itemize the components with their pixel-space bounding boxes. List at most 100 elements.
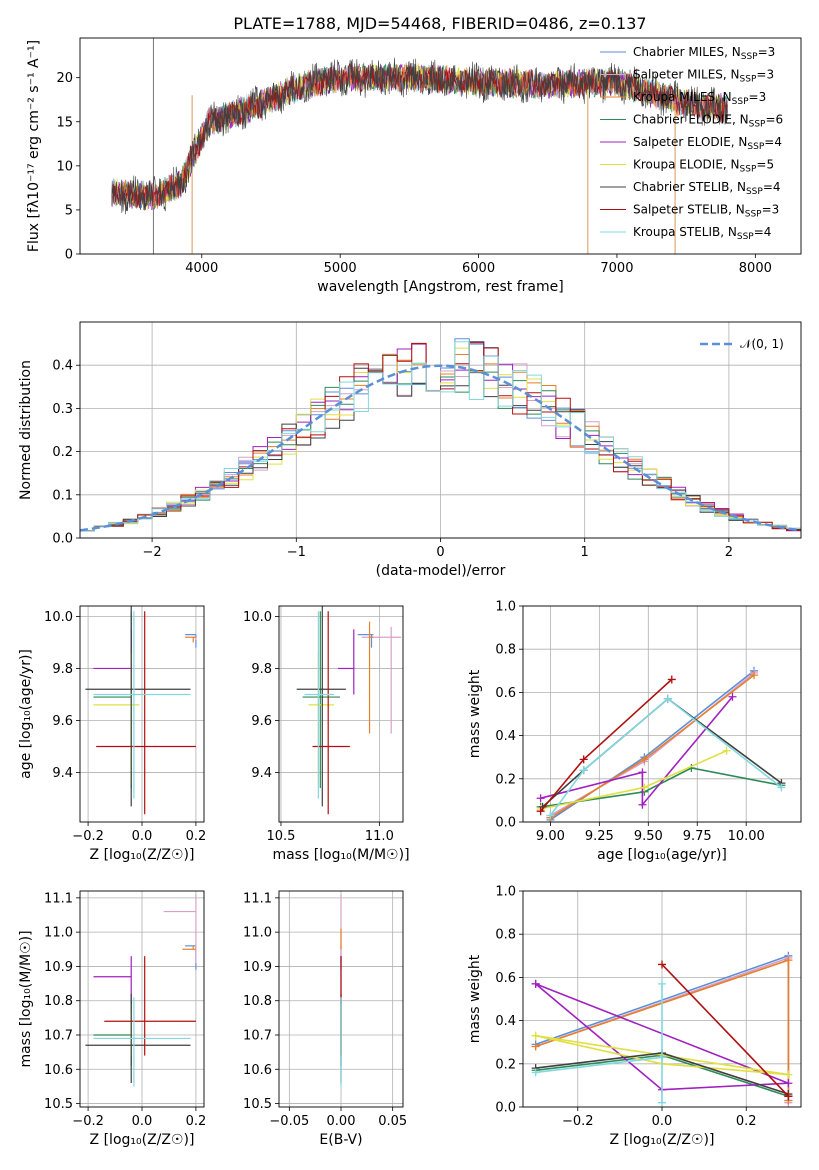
x-axis-label: (data-model)/error — [376, 563, 506, 579]
y-axis-label: Normed distribution — [18, 360, 34, 500]
panel-residuals: −2 −1 0 1 2 0.0 0.1 0.2 0.3 0.4 (data-model)/error… — [18, 321, 802, 579]
weight-marker — [663, 694, 672, 703]
weight-series — [540, 749, 727, 810]
weight-marker — [638, 800, 647, 809]
weight-marker — [638, 768, 647, 777]
legend-label: Kroupa STELIB, NSSP=4 — [633, 225, 771, 242]
panel-age_vs_mass: 10.5 11.0 9.4 9.6 9.8 10.0 mass [log₁₀(M/M☉)] — [243, 605, 410, 863]
plot-area — [85, 606, 197, 815]
x-tick-label: −0.2 — [562, 1114, 594, 1129]
x-tick-label: 9.50 — [634, 829, 663, 844]
x-axis-label: mass [log₁₀(M/M☉)] — [272, 847, 409, 863]
y-tick-label: 0.4 — [52, 359, 73, 374]
y-tick-label: 0.2 — [52, 445, 73, 460]
y-tick-label: 9.6 — [52, 714, 73, 729]
axes-frame — [522, 890, 802, 1108]
y-tick-label: 0.8 — [495, 643, 516, 658]
x-tick-label: −0.2 — [72, 1114, 104, 1129]
y-tick-label: 10.9 — [44, 960, 73, 975]
x-tick-label: 10.5 — [266, 829, 295, 844]
weight-marker — [784, 1079, 793, 1088]
y-tick-label: 10.6 — [243, 1063, 272, 1078]
y-tick-label: 11.0 — [44, 926, 73, 941]
x-axis-label: Z [log₁₀(Z/Z☉)] — [90, 1132, 195, 1148]
y-tick-label: 1.0 — [495, 885, 516, 900]
weight-series — [535, 983, 663, 1103]
weight-series — [542, 697, 782, 808]
y-tick-label: 11.0 — [243, 926, 272, 941]
y-tick-label: 9.4 — [251, 766, 272, 781]
y-tick-label: 0.4 — [495, 1014, 516, 1029]
x-tick-label: 9.75 — [683, 829, 712, 844]
x-tick-label: 2 — [725, 545, 733, 560]
plot-area — [531, 951, 793, 1107]
axes-frame — [79, 321, 802, 539]
spectrum-line — [111, 57, 728, 215]
y-tick-label: 0.6 — [495, 686, 516, 701]
y-tick-label: 0.0 — [495, 1101, 516, 1116]
weight-marker — [658, 1098, 666, 1107]
weight-marker — [658, 1053, 666, 1062]
y-tick-label: 15 — [56, 115, 73, 130]
weight-marker — [784, 1092, 793, 1101]
weight-series — [540, 767, 782, 808]
weight-marker — [536, 807, 545, 816]
legend-label: Kroupa MILES, NSSP=3 — [633, 90, 766, 107]
plot-area — [296, 606, 402, 815]
x-tick-label: 0.2 — [736, 1114, 757, 1129]
x-tick-label: 10.00 — [728, 829, 765, 844]
weight-marker — [784, 956, 793, 965]
axes-frame — [278, 890, 404, 1108]
x-axis-label: Z [log₁₀(Z/Z☉)] — [90, 847, 195, 863]
x-axis-label: wavelength [Angstrom, rest frame] — [317, 279, 563, 295]
x-axis-label: Z [log₁₀(Z/Z☉)] — [610, 1132, 715, 1148]
x-tick-label: 1 — [581, 545, 589, 560]
histogram-series — [80, 341, 801, 532]
axes-frame — [79, 605, 205, 823]
panel-age_vs_Z: −0.2 0.0 0.2 9.4 9.6 9.8 10.0 Z [log₁₀(Z/Z☉)] ag… — [18, 605, 207, 863]
y-tick-label: 20 — [56, 71, 73, 86]
y-tick-label: 0.0 — [495, 816, 516, 831]
weight-marker — [531, 979, 540, 988]
x-tick-label: 6000 — [462, 261, 495, 276]
weight-marker — [722, 746, 731, 755]
x-tick-label: 8000 — [739, 261, 772, 276]
y-tick-label: 10.7 — [44, 1029, 73, 1044]
x-axis-label: E(B-V) — [319, 1132, 362, 1148]
x-axis-label: age [log₁₀(age/yr)] — [597, 847, 727, 863]
y-tick-label: 0.3 — [52, 402, 73, 417]
x-tick-label: 0.05 — [378, 1114, 407, 1129]
y-tick-label: 9.8 — [52, 662, 73, 677]
normal-curve — [80, 364, 801, 532]
panel-weight_vs_age: 9.00 9.25 9.50 9.75 10.00 0.0 0.2 0.4 0.6 0.8 1.0 a… — [467, 600, 802, 863]
y-tick-label: 10.6 — [44, 1063, 73, 1078]
panel-mass_vs_Z: −0.2 0.0 0.2 10.5 10.6 10.7 10.8 10.9 11.0 11.1 Z … — [18, 890, 206, 1148]
weight-series — [661, 963, 789, 1097]
weight-marker — [531, 1042, 540, 1051]
panel-mass_vs_ebv: −0.05 0.00 0.05 10.5 10.6 10.7 10.8 10.9 11.0 11.… — [243, 890, 407, 1148]
histogram-series — [80, 342, 801, 532]
legend-label: Kroupa ELODIE, NSSP=5 — [633, 158, 774, 175]
y-tick-label: 0.2 — [495, 772, 516, 787]
legend-label: Chabrier STELIB, NSSP=4 — [633, 180, 781, 197]
y-tick-label: 10.0 — [44, 610, 73, 625]
legend-label: Chabrier ELODIE, NSSP=6 — [633, 113, 783, 130]
x-tick-label: −1 — [287, 545, 306, 560]
y-tick-label: 11.1 — [243, 891, 272, 906]
y-tick-label: 0 — [65, 248, 73, 263]
y-tick-label: 10.5 — [44, 1097, 73, 1112]
panel-spectrum: 4000 5000 6000 7000 8000 0 5 10 15 20 wavelength [… — [26, 37, 802, 295]
legend-label: Salpeter MILES, NSSP=3 — [633, 68, 774, 85]
plot-area — [80, 338, 801, 532]
weight-marker — [728, 692, 737, 701]
x-tick-label: 0.2 — [186, 829, 207, 844]
weight-marker — [531, 1031, 540, 1040]
x-tick-label: 0.0 — [132, 1114, 153, 1129]
y-tick-label: 9.6 — [251, 714, 272, 729]
y-tick-label: 5 — [65, 203, 73, 218]
y-tick-label: 0.1 — [52, 488, 73, 503]
y-tick-label: 10.8 — [44, 994, 73, 1009]
axes-frame — [79, 890, 205, 1108]
